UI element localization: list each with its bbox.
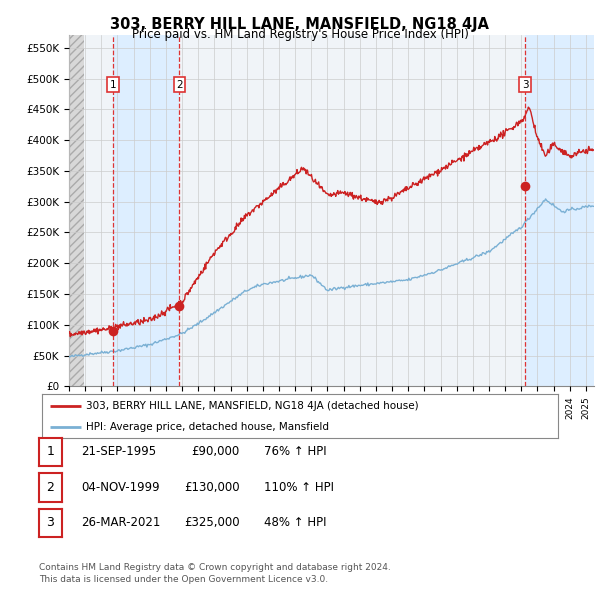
Text: Contains HM Land Registry data © Crown copyright and database right 2024.: Contains HM Land Registry data © Crown c…	[39, 563, 391, 572]
Text: 76% ↑ HPI: 76% ↑ HPI	[264, 445, 326, 458]
Text: 303, BERRY HILL LANE, MANSFIELD, NG18 4JA (detached house): 303, BERRY HILL LANE, MANSFIELD, NG18 4J…	[86, 401, 418, 411]
Bar	[69, 35, 83, 386]
Bar	[113, 35, 179, 386]
Text: 26-MAR-2021: 26-MAR-2021	[81, 516, 160, 529]
Text: 48% ↑ HPI: 48% ↑ HPI	[264, 516, 326, 529]
Text: 3: 3	[46, 516, 55, 529]
Text: 2: 2	[46, 481, 55, 494]
Text: 2: 2	[176, 80, 183, 90]
Text: 110% ↑ HPI: 110% ↑ HPI	[264, 481, 334, 494]
Text: 303, BERRY HILL LANE, MANSFIELD, NG18 4JA: 303, BERRY HILL LANE, MANSFIELD, NG18 4J…	[110, 17, 490, 31]
Text: This data is licensed under the Open Government Licence v3.0.: This data is licensed under the Open Gov…	[39, 575, 328, 584]
Text: 1: 1	[46, 445, 55, 458]
Text: 04-NOV-1999: 04-NOV-1999	[81, 481, 160, 494]
Text: 1: 1	[110, 80, 116, 90]
Bar	[525, 35, 594, 386]
Text: Price paid vs. HM Land Registry's House Price Index (HPI): Price paid vs. HM Land Registry's House …	[131, 28, 469, 41]
Text: 3: 3	[522, 80, 529, 90]
Text: £130,000: £130,000	[184, 481, 240, 494]
Text: HPI: Average price, detached house, Mansfield: HPI: Average price, detached house, Mans…	[86, 422, 329, 432]
Text: 21-SEP-1995: 21-SEP-1995	[81, 445, 156, 458]
Text: £325,000: £325,000	[184, 516, 240, 529]
Text: £90,000: £90,000	[192, 445, 240, 458]
